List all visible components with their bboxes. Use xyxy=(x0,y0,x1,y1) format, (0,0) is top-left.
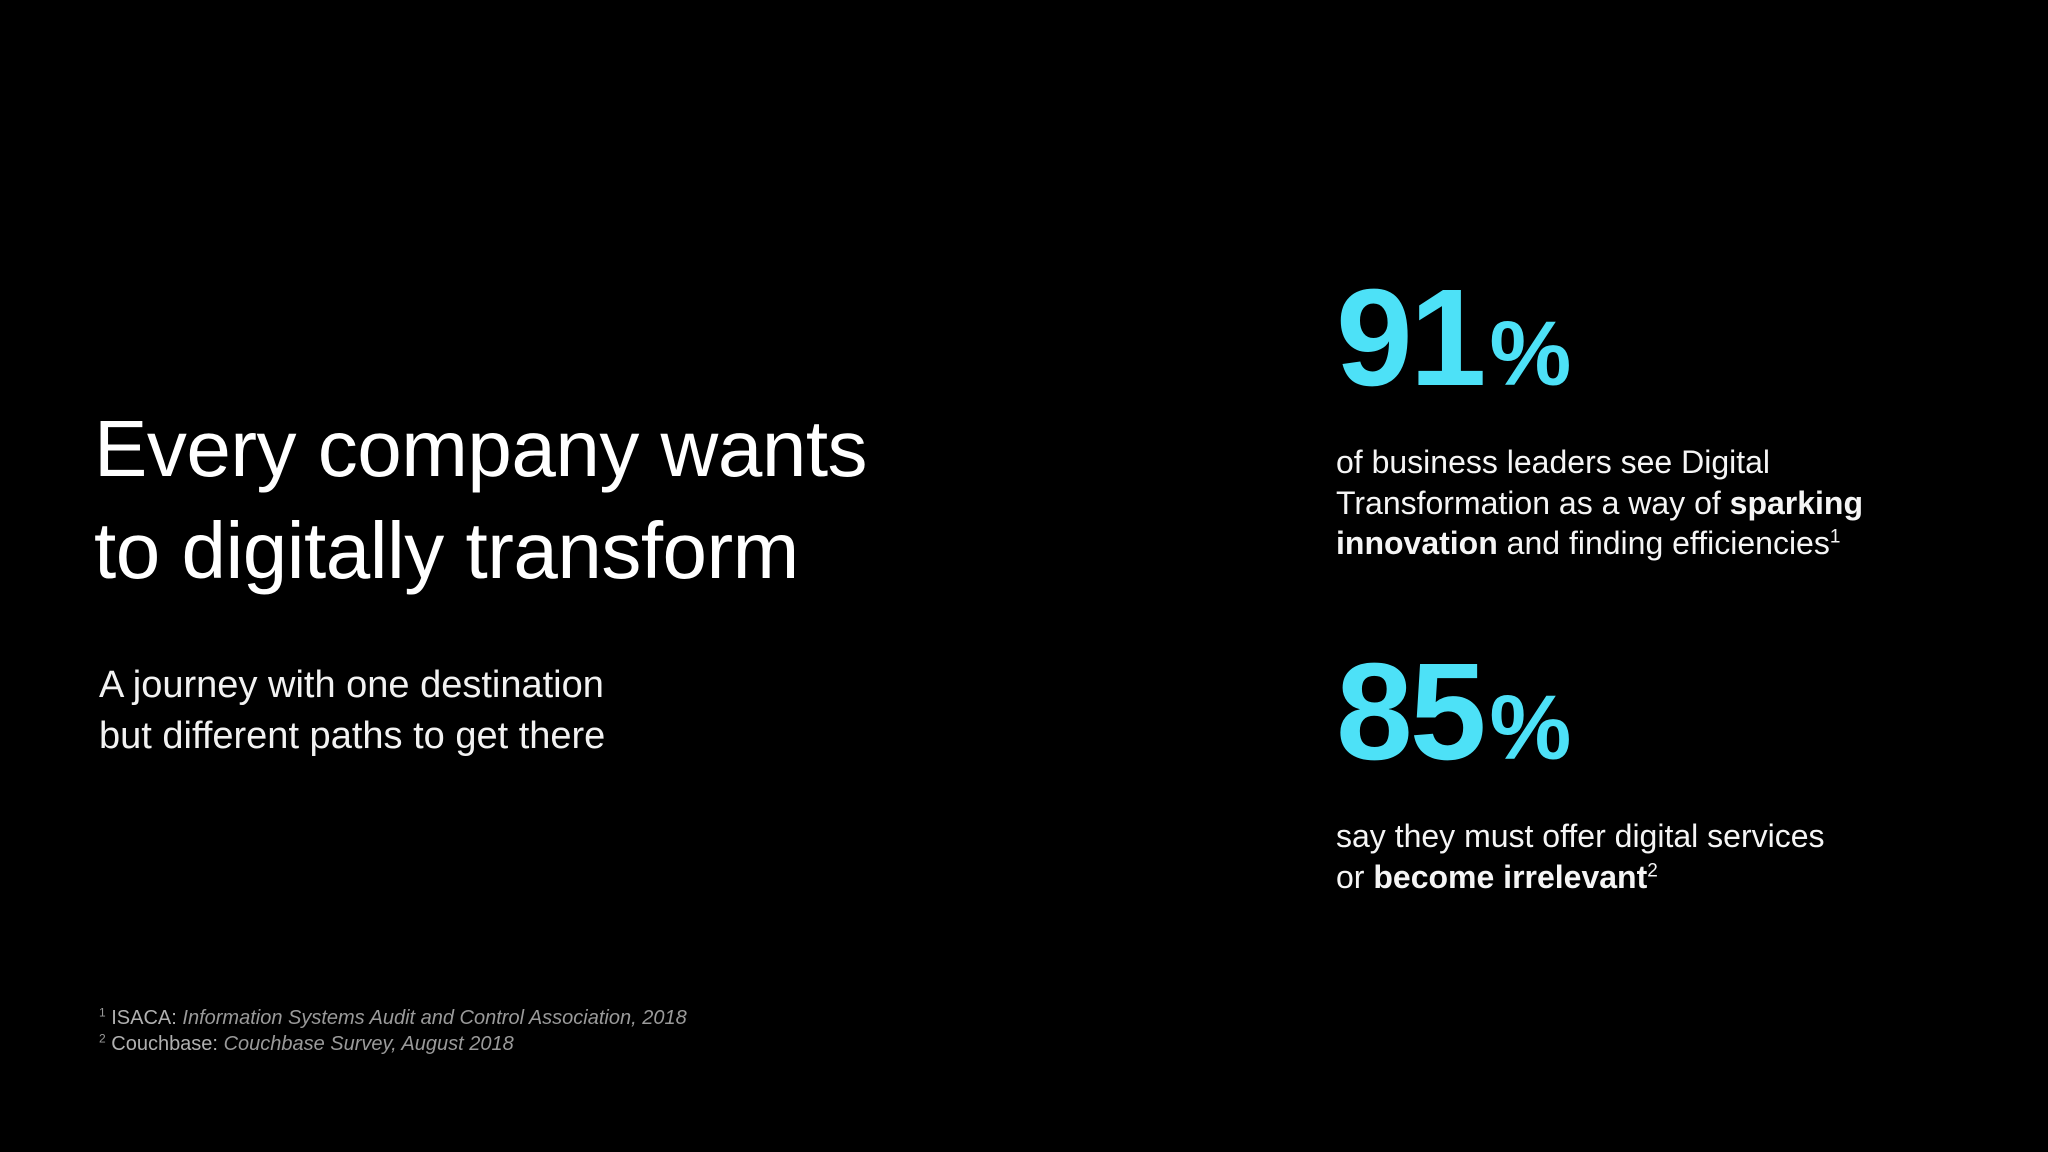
description-line: say they must offer digital services xyxy=(1336,816,1825,857)
description-line: innovation and finding efficiencies1 xyxy=(1336,523,1863,564)
title: Every company wants to digitally transfor… xyxy=(94,398,868,602)
text-run: of business leaders see Digital xyxy=(1336,444,1771,480)
footnote-detail: Information Systems Audit and Control As… xyxy=(182,1007,687,1029)
stat-number: 91% xyxy=(1336,268,1863,424)
stat-description: say they must offer digital services or b… xyxy=(1336,816,1825,897)
subtitle: A journey with one destination but differ… xyxy=(99,660,605,762)
footnote-source: Couchbase: xyxy=(111,1033,218,1055)
text-run: and finding efficiencies xyxy=(1497,525,1830,561)
text-run: Transformation as a way of xyxy=(1336,484,1730,521)
stat-value: 85 xyxy=(1336,635,1486,789)
footnote-detail: Couchbase Survey, August 2018 xyxy=(223,1033,514,1055)
text-run: innovation xyxy=(1336,525,1498,561)
stat: 85% say they must offer digital services o… xyxy=(1336,642,1825,897)
title-line: Every company wants xyxy=(94,404,868,493)
text-run: or xyxy=(1336,858,1374,895)
footnote: 1 ISACA: Information Systems Audit and C… xyxy=(99,1005,687,1031)
stat-description: of business leaders see Digital Transform… xyxy=(1336,442,1863,564)
description-line: of business leaders see Digital xyxy=(1336,442,1863,483)
description-line: Transformation as a way of sparking xyxy=(1336,483,1863,524)
text-run: say they must offer digital services xyxy=(1336,818,1825,854)
stat-number: 85% xyxy=(1336,642,1825,798)
stat: 91% of business leaders see Digital Transf… xyxy=(1336,268,1863,564)
footnote-marker: 2 xyxy=(99,1031,106,1046)
text-run: become irrelevant xyxy=(1373,858,1648,895)
subtitle-line: but different paths to get there xyxy=(99,715,606,757)
stat-value: 91 xyxy=(1336,261,1486,415)
text-run: sparking xyxy=(1729,484,1864,521)
footnote-ref: 1 xyxy=(1829,526,1841,548)
description-line: or become irrelevant2 xyxy=(1336,857,1825,898)
footnote: 2 Couchbase: Couchbase Survey, August 20… xyxy=(99,1031,687,1057)
stat-unit: % xyxy=(1489,303,1572,405)
footnote-source: ISACA: xyxy=(111,1007,177,1029)
footnotes: 1 ISACA: Information Systems Audit and C… xyxy=(99,1005,687,1057)
stat-unit: % xyxy=(1489,677,1572,779)
footnote-marker: 1 xyxy=(99,1005,106,1020)
title-line: to digitally transform xyxy=(94,506,799,595)
subtitle-line: A journey with one destination xyxy=(99,664,604,706)
footnote-ref: 2 xyxy=(1647,859,1658,881)
